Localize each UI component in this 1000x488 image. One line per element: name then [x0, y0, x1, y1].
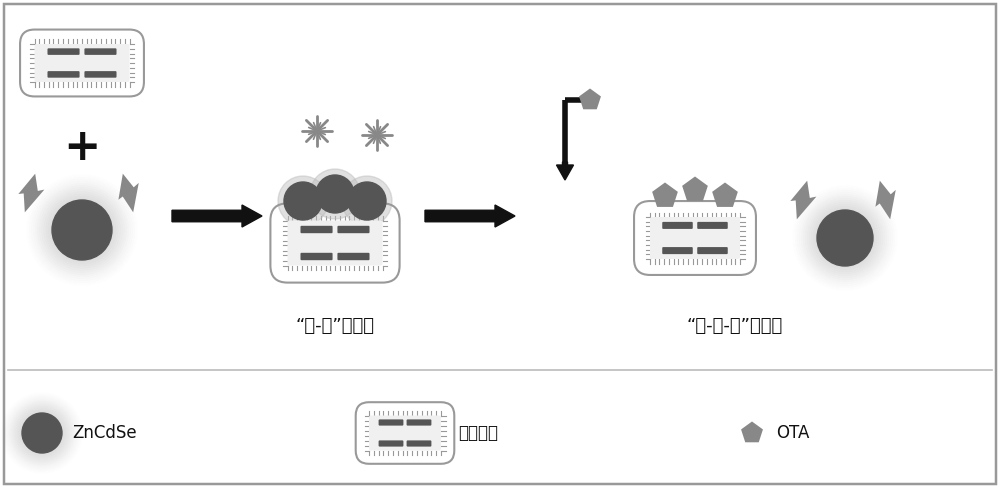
- Polygon shape: [875, 181, 896, 219]
- Circle shape: [50, 198, 114, 262]
- Circle shape: [316, 175, 354, 213]
- Circle shape: [805, 198, 885, 278]
- Polygon shape: [790, 181, 816, 219]
- FancyBboxPatch shape: [300, 253, 333, 260]
- FancyArrow shape: [425, 205, 515, 227]
- FancyBboxPatch shape: [288, 221, 382, 265]
- Circle shape: [348, 182, 386, 220]
- Circle shape: [15, 407, 69, 460]
- FancyBboxPatch shape: [697, 222, 728, 229]
- Circle shape: [815, 208, 875, 268]
- Polygon shape: [579, 88, 601, 109]
- Circle shape: [12, 403, 72, 463]
- Circle shape: [37, 185, 127, 275]
- FancyBboxPatch shape: [300, 226, 333, 233]
- FancyBboxPatch shape: [84, 71, 117, 78]
- Circle shape: [803, 196, 887, 280]
- FancyArrow shape: [172, 205, 262, 227]
- Circle shape: [14, 405, 70, 461]
- Polygon shape: [18, 174, 44, 212]
- FancyBboxPatch shape: [662, 247, 693, 254]
- Circle shape: [42, 189, 122, 270]
- FancyBboxPatch shape: [697, 247, 728, 254]
- Text: 纳米叶啪: 纳米叶啪: [458, 424, 498, 442]
- Text: OTA: OTA: [776, 424, 809, 442]
- Circle shape: [813, 206, 877, 270]
- FancyBboxPatch shape: [356, 402, 454, 464]
- Polygon shape: [712, 183, 738, 207]
- FancyBboxPatch shape: [270, 203, 400, 283]
- Circle shape: [811, 204, 879, 272]
- Circle shape: [20, 411, 64, 455]
- Circle shape: [807, 200, 883, 276]
- Circle shape: [48, 196, 116, 264]
- Polygon shape: [652, 183, 678, 207]
- Circle shape: [46, 194, 118, 266]
- FancyBboxPatch shape: [20, 30, 144, 97]
- Circle shape: [52, 200, 112, 260]
- FancyBboxPatch shape: [47, 48, 80, 55]
- FancyBboxPatch shape: [379, 440, 403, 447]
- Circle shape: [284, 182, 322, 220]
- Text: “开-关”传感器: “开-关”传感器: [296, 317, 374, 335]
- FancyBboxPatch shape: [407, 440, 431, 447]
- FancyBboxPatch shape: [34, 44, 130, 82]
- Polygon shape: [741, 422, 763, 442]
- FancyBboxPatch shape: [47, 71, 80, 78]
- Circle shape: [342, 176, 392, 226]
- FancyBboxPatch shape: [84, 48, 117, 55]
- FancyArrow shape: [556, 162, 574, 180]
- FancyBboxPatch shape: [650, 217, 740, 259]
- Circle shape: [44, 192, 120, 268]
- Circle shape: [310, 169, 360, 219]
- FancyBboxPatch shape: [379, 419, 403, 426]
- Text: ZnCdSe: ZnCdSe: [72, 424, 137, 442]
- Circle shape: [817, 210, 873, 266]
- FancyBboxPatch shape: [634, 201, 756, 275]
- Text: “开-关-开”传感器: “开-关-开”传感器: [687, 317, 783, 335]
- FancyBboxPatch shape: [337, 226, 370, 233]
- FancyBboxPatch shape: [369, 415, 441, 450]
- FancyBboxPatch shape: [407, 419, 431, 426]
- Circle shape: [22, 413, 62, 453]
- Polygon shape: [682, 177, 708, 201]
- FancyBboxPatch shape: [662, 222, 693, 229]
- FancyBboxPatch shape: [337, 253, 370, 260]
- Circle shape: [39, 187, 124, 272]
- Text: +: +: [63, 126, 101, 169]
- Circle shape: [19, 409, 65, 456]
- Circle shape: [809, 202, 881, 274]
- Polygon shape: [118, 174, 139, 212]
- Circle shape: [17, 408, 67, 458]
- Circle shape: [278, 176, 328, 226]
- Circle shape: [10, 401, 74, 465]
